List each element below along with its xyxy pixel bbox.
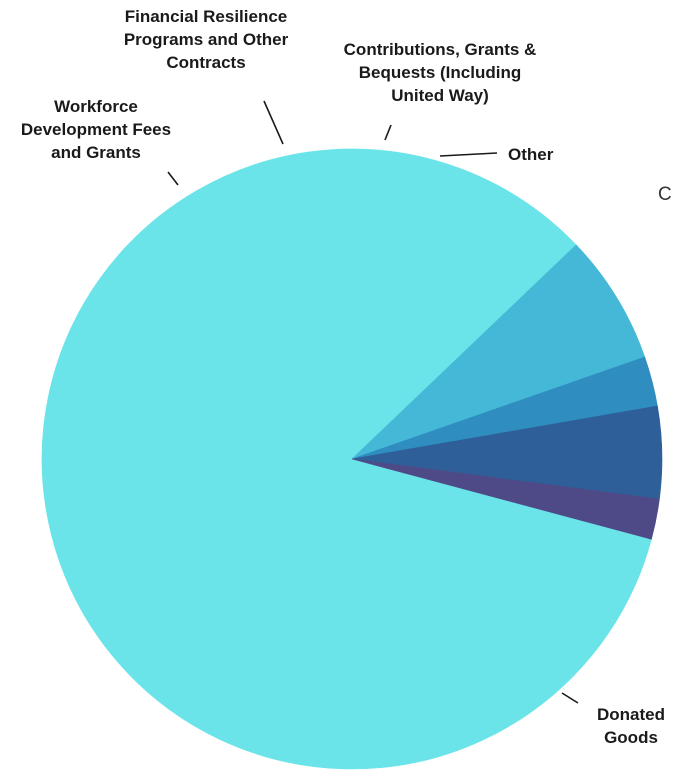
slice-label-4-line-0: Other: [508, 145, 554, 164]
slice-labels: Donated Goods Workforce Development Fees and…: [21, 7, 665, 747]
leader-line-1: [167, 171, 179, 186]
slice-label-1-line-0: Workforce: [54, 97, 138, 116]
slice-label-3: Contributions, Grants & Bequests (Includi…: [344, 40, 537, 105]
slice-label-0-line-0: Donated: [597, 705, 665, 724]
pie-slice-0: [41, 148, 652, 770]
slice-label-2-line-2: Contracts: [166, 53, 245, 72]
leader-line-4: [439, 152, 498, 157]
leader-line-2: [263, 100, 284, 145]
slice-label-1-line-1: Development Fees: [21, 120, 171, 139]
slice-label-0: Donated Goods: [597, 705, 665, 747]
pie-slice-1: [351, 244, 646, 460]
slice-label-3-line-0: Contributions, Grants &: [344, 40, 537, 59]
leader-line-3: [384, 124, 392, 141]
slice-label-4: Other: [508, 145, 554, 164]
slice-label-2: Financial Resilience Programs and Other Co…: [124, 7, 289, 72]
slice-label-2-line-0: Financial Resilience: [125, 7, 288, 26]
slice-label-1-line-2: and Grants: [51, 143, 141, 162]
slice-label-2-line-1: Programs and Other: [124, 30, 289, 49]
slice-label-0-line-1: Goods: [604, 728, 658, 747]
leader-line-0: [561, 692, 579, 704]
slice-label-3-line-1: Bequests (Including: [359, 63, 521, 82]
pie-slices: [41, 148, 663, 770]
pie-slice-4: [351, 458, 660, 540]
slice-label-1: Workforce Development Fees and Grants: [21, 97, 171, 162]
leader-lines: [167, 100, 579, 704]
clipped-heading-fragment: C: [658, 184, 672, 205]
slice-label-3-line-2: United Way): [391, 86, 489, 105]
